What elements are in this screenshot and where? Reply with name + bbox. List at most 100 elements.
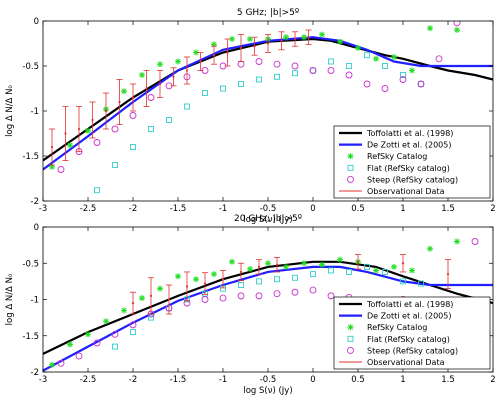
star-stroke: [347, 153, 354, 159]
refsky-marker: [121, 88, 127, 95]
obs-dot: [307, 36, 310, 39]
star-stroke: [427, 246, 433, 252]
x-tick-label: 2: [490, 375, 495, 385]
steep-marker: [75, 352, 83, 360]
y-tick-label: -1.5: [22, 152, 39, 162]
flat-marker: [347, 164, 354, 171]
star-stroke: [301, 260, 307, 266]
x-tick-label: 0.5: [351, 375, 365, 385]
y-tick-label: -1.5: [22, 332, 39, 342]
x-tick-label: -1.5: [170, 204, 187, 214]
x-tick-label: -3: [39, 204, 47, 214]
flat-marker: [256, 76, 262, 83]
star-stroke: [67, 341, 73, 348]
obs-point: [278, 31, 285, 51]
obs-dot: [172, 75, 175, 78]
y-tick-label: -0.5: [22, 62, 39, 72]
flat-marker: [418, 280, 424, 287]
legend-label: Steep (RefSky catalog): [367, 175, 458, 184]
obs-point: [238, 262, 244, 282]
obs-dot: [221, 278, 225, 281]
obs-dot: [131, 302, 135, 305]
x-tick-label: 1.5: [441, 375, 455, 385]
obs-point: [130, 291, 136, 315]
obs-point: [148, 277, 154, 315]
refsky-marker: [247, 36, 253, 42]
steep-marker: [347, 346, 354, 354]
refsky-marker: [283, 34, 289, 41]
obs-dot: [118, 100, 121, 104]
star-stroke: [193, 49, 199, 56]
obs-point: [355, 254, 361, 270]
obs-point: [445, 259, 451, 290]
legend-entry: Toffolatti et al. (1998): [339, 300, 453, 309]
steep-marker: [93, 339, 101, 347]
star-stroke: [454, 27, 460, 33]
plot-data: [43, 238, 493, 372]
refsky-marker: [283, 263, 289, 270]
obs-point: [197, 52, 204, 71]
star-stroke: [67, 142, 73, 148]
x-tick-label: -2: [129, 375, 137, 385]
refsky-marker: [103, 318, 109, 325]
refsky-marker: [409, 67, 415, 74]
legend-entry: Steep (RefSky catalog): [347, 346, 458, 355]
star-stroke: [347, 324, 354, 330]
chart-title: 20 GHz; |b|>5º: [234, 214, 302, 224]
y-tick-label: -1: [31, 107, 39, 117]
legend: Toffolatti et al. (1998) De Zotti et al. …: [333, 296, 491, 370]
legend-label: Steep (RefSky catalog): [367, 346, 458, 355]
refsky-marker: [265, 260, 271, 267]
steep-marker: [129, 321, 137, 329]
obs-dot: [257, 265, 261, 268]
refsky-marker: [157, 285, 163, 292]
star-stroke: [319, 262, 325, 268]
steep-marker: [111, 330, 119, 338]
plot-data: [43, 21, 493, 194]
obs-point: [170, 67, 177, 87]
obs-point: [251, 36, 258, 56]
toffolatti-curve: [43, 37, 493, 162]
refsky-marker: [193, 276, 199, 283]
refsky-marker: [175, 58, 181, 65]
star-stroke: [211, 271, 217, 277]
steep-marker: [219, 294, 227, 302]
y-axis-label: log Δ N/Δ N₀: [5, 85, 15, 137]
x-tick-label: 1: [400, 204, 405, 214]
obs-dot: [149, 294, 153, 297]
refsky-marker: [67, 142, 73, 149]
star-stroke: [175, 273, 181, 279]
refsky-marker: [229, 258, 235, 265]
flat-marker: [184, 103, 190, 110]
x-tick-label: 0: [310, 204, 315, 214]
refsky-marker: [391, 263, 397, 270]
series-5: [49, 29, 312, 166]
star-stroke: [301, 34, 307, 40]
x-axis-label: log S(ν) (Jy): [243, 215, 292, 225]
steep-marker: [57, 166, 65, 173]
chart-title: 5 GHz; |b|>5º: [237, 8, 299, 18]
steep-marker: [291, 62, 299, 70]
flat-marker: [347, 335, 354, 342]
steep-marker: [363, 80, 371, 88]
dezotti-curve: [43, 265, 493, 372]
x-tick-label: -1.5: [170, 375, 187, 385]
obs-point: [143, 70, 150, 107]
refsky-marker: [157, 61, 163, 68]
flat-marker: [346, 63, 352, 69]
star-stroke: [85, 331, 91, 337]
steep-marker: [309, 67, 317, 74]
flat-marker: [292, 274, 298, 281]
star-stroke: [157, 61, 163, 67]
steep-marker: [345, 71, 353, 79]
obs-dot: [266, 42, 270, 45]
refsky-marker: [319, 261, 325, 268]
x-tick-label: -2.5: [80, 375, 97, 385]
flat-marker: [274, 276, 280, 283]
flat-marker: [364, 52, 370, 59]
obs-point: [166, 284, 172, 315]
steep-marker: [435, 55, 443, 63]
obs-point: [224, 38, 231, 67]
obs-dot: [212, 54, 216, 57]
series-5: [130, 254, 451, 315]
